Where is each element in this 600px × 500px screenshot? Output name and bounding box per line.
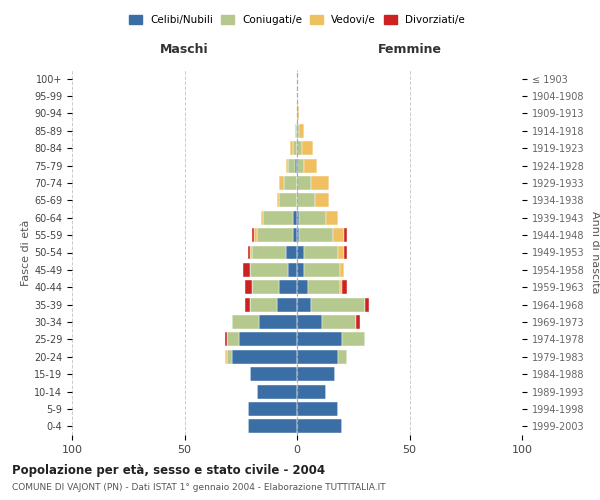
Bar (297, 384, 326, 398)
Bar (293, 142, 297, 155)
Bar (288, 263, 297, 277)
Bar (299, 124, 304, 138)
Bar (232, 350, 297, 364)
Bar (297, 194, 315, 207)
Bar (297, 211, 299, 224)
Bar (295, 158, 297, 172)
Bar (279, 194, 297, 207)
Bar (322, 315, 355, 329)
Bar (297, 158, 304, 172)
Bar (248, 246, 250, 260)
Bar (252, 246, 286, 260)
Bar (227, 332, 239, 346)
Bar (342, 280, 347, 294)
Legend: Celibi/Nubili, Coniugati/e, Vedovi/e, Divorziati/e: Celibi/Nubili, Coniugati/e, Vedovi/e, Di… (129, 15, 465, 25)
Bar (299, 211, 326, 224)
Bar (263, 211, 293, 224)
Bar (261, 211, 263, 224)
Bar (293, 211, 297, 224)
Bar (290, 142, 293, 155)
Bar (297, 298, 311, 312)
Text: Femmine: Femmine (377, 43, 442, 56)
Bar (252, 280, 279, 294)
Bar (227, 350, 232, 364)
Bar (232, 315, 259, 329)
Bar (297, 280, 308, 294)
Bar (299, 228, 333, 242)
Bar (277, 194, 279, 207)
Bar (286, 246, 297, 260)
Bar (248, 420, 297, 434)
Bar (304, 158, 317, 172)
Bar (288, 158, 295, 172)
Y-axis label: Anni di nascita: Anni di nascita (590, 211, 600, 294)
Bar (302, 142, 313, 155)
Bar (257, 384, 297, 398)
Text: COMUNE DI VAJONT (PN) - Dati ISTAT 1° gennaio 2004 - Elaborazione TUTTITALIA.IT: COMUNE DI VAJONT (PN) - Dati ISTAT 1° ge… (12, 482, 386, 492)
Bar (297, 420, 342, 434)
Bar (279, 280, 297, 294)
Bar (250, 263, 288, 277)
Bar (259, 315, 297, 329)
Bar (295, 124, 297, 138)
Bar (297, 246, 304, 260)
Bar (250, 298, 277, 312)
Bar (225, 350, 227, 364)
Y-axis label: Fasce di età: Fasce di età (21, 220, 31, 286)
Bar (342, 332, 365, 346)
Bar (304, 246, 337, 260)
Bar (293, 228, 297, 242)
Bar (257, 228, 293, 242)
Bar (248, 402, 297, 416)
Bar (297, 142, 302, 155)
Bar (245, 298, 250, 312)
Text: Popolazione per età, sesso e stato civile - 2004: Popolazione per età, sesso e stato civil… (12, 464, 325, 477)
Bar (311, 298, 365, 312)
Text: Maschi: Maschi (160, 43, 209, 56)
Bar (337, 246, 344, 260)
Bar (304, 263, 340, 277)
Bar (355, 315, 360, 329)
Bar (344, 228, 347, 242)
Bar (326, 211, 337, 224)
Bar (340, 280, 342, 294)
Bar (250, 246, 252, 260)
Bar (297, 332, 342, 346)
Bar (279, 176, 284, 190)
Bar (297, 402, 337, 416)
Bar (297, 350, 337, 364)
Bar (344, 246, 347, 260)
Bar (225, 332, 227, 346)
Bar (277, 298, 297, 312)
Bar (297, 176, 311, 190)
Bar (286, 158, 288, 172)
Bar (297, 124, 299, 138)
Bar (340, 263, 344, 277)
Bar (308, 280, 340, 294)
Bar (297, 263, 304, 277)
Bar (297, 367, 335, 381)
Bar (254, 228, 257, 242)
Bar (365, 298, 369, 312)
Bar (252, 228, 254, 242)
Bar (243, 263, 250, 277)
Bar (311, 176, 329, 190)
Bar (297, 228, 299, 242)
Bar (245, 280, 252, 294)
Bar (250, 367, 297, 381)
Bar (284, 176, 297, 190)
Bar (333, 228, 344, 242)
Bar (239, 332, 297, 346)
Bar (337, 350, 347, 364)
Bar (297, 106, 299, 120)
Bar (297, 315, 322, 329)
Bar (315, 194, 329, 207)
